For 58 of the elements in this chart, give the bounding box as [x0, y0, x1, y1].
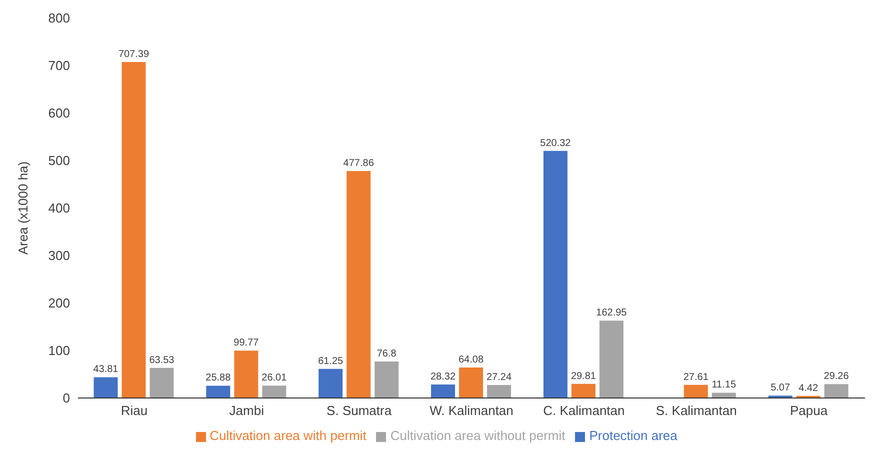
data-label: 5.07	[770, 382, 790, 394]
bar	[94, 377, 118, 398]
bar	[206, 386, 230, 398]
data-label: 29.81	[570, 370, 596, 382]
y-tick-label: 200	[48, 296, 70, 311]
data-label: 4.42	[798, 382, 818, 394]
bar	[459, 368, 484, 398]
data-label: 162.95	[596, 308, 628, 319]
data-label: 64.08	[458, 354, 484, 366]
bar	[684, 384, 708, 398]
data-label: 27.61	[683, 372, 709, 383]
bar	[346, 171, 371, 398]
y-tick-label: 600	[48, 106, 70, 121]
y-tick-label: 800	[48, 10, 70, 26]
legend-label: Cultivation area without permit	[390, 428, 566, 443]
bar	[824, 384, 848, 398]
data-label: 26.01	[262, 372, 288, 384]
x-tick-label: Papua	[790, 403, 828, 418]
data-label: 707.39	[118, 48, 150, 60]
data-label: 99.77	[234, 338, 260, 349]
data-label: 25.88	[206, 372, 232, 384]
data-label: 27.24	[486, 372, 512, 384]
data-label: 76.8	[376, 348, 397, 360]
data-label: 520.32	[540, 138, 572, 149]
bar	[318, 368, 343, 398]
bar	[487, 385, 512, 398]
x-tick-label: Riau	[120, 403, 148, 418]
bar	[543, 150, 568, 398]
data-label: 11.15	[712, 380, 736, 391]
legend-label: Protection area	[589, 428, 678, 443]
y-tick-label: 500	[48, 153, 70, 168]
x-tick-label: Jambi	[229, 403, 264, 418]
x-tick-label: S. Kalimantan	[656, 403, 737, 418]
y-axis-title: Area (x1000 ha)	[16, 161, 31, 255]
bar	[599, 320, 624, 398]
bar	[374, 362, 399, 398]
bar	[712, 392, 736, 398]
data-label: 477.86	[343, 158, 374, 170]
x-tick-label: C. Kalimantan	[543, 403, 625, 418]
bar	[571, 384, 596, 398]
legend-label: Cultivation area with permit	[210, 428, 366, 443]
bar	[262, 386, 286, 398]
bar	[431, 384, 456, 398]
y-tick-label: 0	[62, 390, 70, 406]
data-label: 28.32	[430, 372, 456, 383]
data-label: 29.26	[824, 371, 850, 382]
y-tick-label: 400	[48, 200, 70, 216]
y-tick-label: 700	[48, 58, 70, 74]
x-tick-label: W. Kalimantan	[430, 403, 514, 418]
data-label: 61.25	[318, 356, 344, 367]
bar	[150, 368, 174, 398]
bar	[122, 62, 146, 398]
y-tick-label: 100	[48, 343, 70, 358]
x-tick-label: S. Sumatra	[326, 403, 392, 418]
bar	[234, 350, 258, 398]
y-tick-label: 300	[48, 248, 70, 264]
data-label: 63.53	[149, 354, 175, 366]
data-label: 43.81	[93, 364, 119, 376]
